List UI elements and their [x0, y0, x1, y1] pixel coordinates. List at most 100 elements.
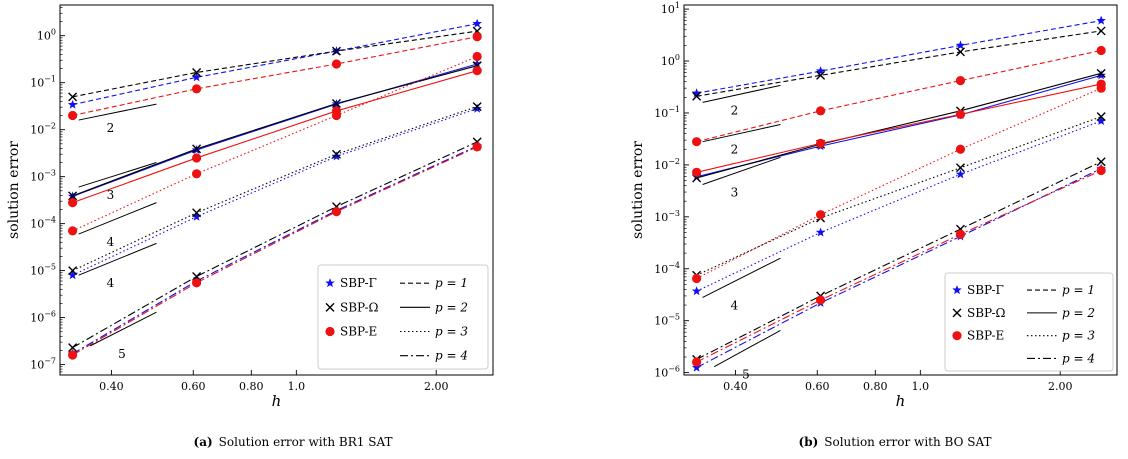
- y-tick-label: 10−3: [30, 169, 56, 184]
- x-tick-label: 0.60: [805, 380, 830, 393]
- slope-line: [702, 257, 781, 298]
- legend-marker: [325, 278, 335, 288]
- data-point: [1096, 116, 1106, 126]
- legend-marker: [952, 331, 962, 341]
- data-point: [1096, 70, 1106, 80]
- series-line: [72, 146, 478, 356]
- y-tick-label: 10−1: [654, 105, 680, 120]
- data-point: [472, 102, 482, 112]
- slope-line: [78, 103, 157, 121]
- y-tick-label: 10−2: [30, 122, 56, 137]
- series-line: [696, 49, 1102, 143]
- series-line: [696, 72, 1102, 179]
- x-tick-label: 0.40: [723, 380, 748, 393]
- x-tick-label: 0.40: [99, 380, 124, 393]
- data-point: [691, 286, 702, 296]
- y-tick-label: 10−6: [654, 365, 680, 380]
- data-point: [191, 211, 202, 221]
- legend-label: p = 1: [435, 276, 468, 290]
- series-line: [72, 63, 478, 197]
- x-axis-label: h: [272, 392, 282, 410]
- legend-label: p = 4: [1062, 351, 1095, 365]
- y-tick-label: 10−7: [30, 357, 56, 372]
- data-point: [192, 208, 202, 218]
- slope-label: 4: [107, 276, 115, 290]
- y-tick-label: 100: [661, 53, 680, 68]
- data-point: [331, 46, 341, 56]
- data-point: [331, 149, 341, 159]
- slope-label: 3: [731, 185, 739, 199]
- x-tick-label: 0.60: [181, 380, 206, 393]
- series-line: [72, 108, 478, 276]
- legend-box: [944, 272, 1114, 372]
- legend-label: p = 3: [1062, 329, 1095, 343]
- series-line: [696, 30, 1102, 97]
- legend-label: p = 4: [435, 349, 468, 363]
- data-point: [955, 169, 966, 179]
- series-line: [72, 23, 478, 106]
- legend-label: SBP-Γ: [340, 276, 377, 290]
- caption-a: (a) Solution error with BR1 SAT: [194, 435, 393, 449]
- legend-label: p = 3: [435, 325, 468, 339]
- data-point: [191, 72, 202, 82]
- y-tick-label: 10−1: [30, 75, 56, 90]
- data-point: [815, 138, 826, 148]
- legend-label: SBP-Ω: [340, 300, 379, 314]
- data-point: [815, 106, 826, 116]
- data-point: [331, 59, 342, 69]
- x-tick-label: 1.0: [288, 380, 306, 393]
- data-point: [68, 191, 78, 201]
- data-point: [192, 67, 202, 77]
- data-point: [692, 357, 702, 367]
- series-line: [72, 65, 478, 197]
- legend-label: SBP-Γ: [967, 283, 1004, 297]
- legend-label: SBP-Ω: [967, 306, 1006, 320]
- data-point: [816, 70, 826, 80]
- slope-label: 2: [107, 121, 115, 135]
- data-point: [815, 227, 826, 237]
- data-point: [68, 110, 78, 121]
- data-point: [191, 153, 202, 163]
- legend-label: p = 2: [435, 300, 468, 314]
- data-point: [955, 47, 965, 57]
- data-point: [331, 207, 342, 217]
- slope-label: 4: [107, 235, 115, 249]
- legend-label: p = 1: [1062, 283, 1095, 297]
- data-point: [472, 32, 482, 42]
- legend-label: SBP-E: [967, 329, 1004, 343]
- legend-marker: [325, 302, 335, 312]
- y-tick-label: 10−4: [30, 216, 56, 231]
- data-point: [331, 99, 341, 109]
- y-tick-label: 10−4: [654, 261, 680, 276]
- data-point: [955, 76, 966, 86]
- series-line: [72, 70, 478, 204]
- data-point: [1096, 83, 1106, 93]
- data-point: [472, 58, 482, 69]
- plot-frame: [59, 4, 494, 376]
- y-axis-label: solution error: [6, 141, 22, 239]
- x-axis-label: h: [896, 392, 906, 410]
- data-point: [191, 278, 202, 288]
- data-point: [955, 144, 966, 154]
- data-point: [692, 91, 702, 101]
- slope-line: [702, 84, 781, 103]
- data-point: [1096, 112, 1106, 122]
- slope-line: [89, 311, 157, 347]
- y-tick-label: 10−2: [654, 157, 680, 172]
- legend-label: SBP-E: [340, 325, 377, 339]
- y-tick-label: 10−5: [654, 313, 680, 328]
- legend-marker: [952, 285, 962, 295]
- y-tick-label: 101: [661, 1, 680, 16]
- series-line: [696, 116, 1102, 276]
- data-point: [1096, 157, 1106, 167]
- y-tick-label: 10−5: [30, 263, 56, 278]
- series-line: [696, 170, 1102, 363]
- legend-marker: [952, 308, 962, 318]
- series-line: [72, 106, 478, 272]
- panel-a: 10−7 10−6 10−5 10−4 10−3 10−2 10−1 100 0.40 0.60 0…: [6, 4, 494, 410]
- y-tick-label: 100: [37, 28, 56, 43]
- data-point: [1096, 15, 1106, 25]
- data-point: [815, 295, 826, 305]
- series-line: [72, 30, 478, 98]
- data-point: [691, 88, 702, 98]
